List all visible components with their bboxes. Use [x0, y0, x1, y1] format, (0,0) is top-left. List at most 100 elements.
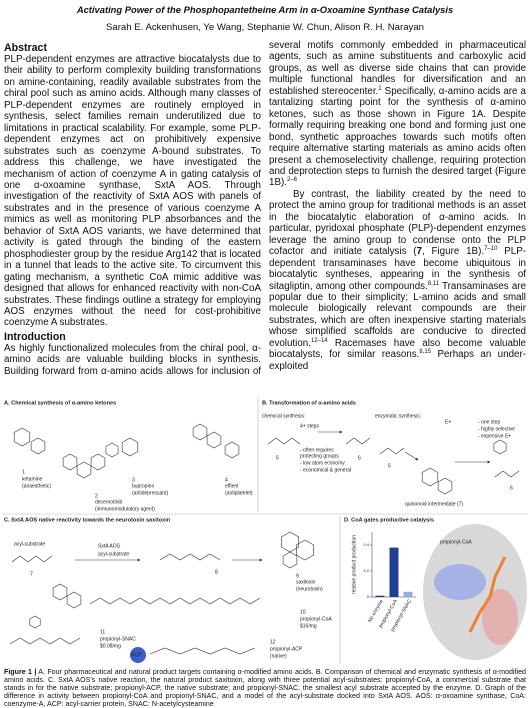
ring — [295, 539, 315, 561]
figure-label: propionyl-CoA — [440, 539, 472, 545]
ring — [52, 583, 68, 601]
figure-label: 10 — [300, 609, 306, 615]
bond — [149, 647, 256, 655]
text-run: 1 — [378, 85, 382, 92]
paragraph: As highly functionalized molecules from … — [4, 40, 526, 388]
figure-label: propionyl-SNAC — [100, 636, 136, 642]
figure-label: acyl-substrate — [14, 541, 45, 547]
figure-label: $0.08/mg — [100, 643, 121, 649]
bond — [494, 470, 520, 478]
ring — [437, 477, 453, 495]
bar — [375, 595, 385, 597]
text-run: 2–6 — [286, 177, 297, 184]
text-run: As highly functionalized molecules from … — [4, 40, 526, 377]
figure-label: $16/mg — [300, 623, 317, 629]
text-run: Figure 1 | — [4, 668, 37, 676]
protein-helix — [482, 589, 518, 645]
figure-label: (immunomodulatory agent) — [95, 506, 155, 512]
text-run: By contrast, the liability created by th… — [269, 188, 526, 258]
ring — [282, 551, 298, 569]
text-run: 8,15 — [419, 349, 432, 356]
y-tick-label: 0.4 — [363, 542, 369, 547]
figure-caption: Figure 1 | A. Four pharmaceutical and na… — [4, 668, 526, 708]
ring — [224, 441, 240, 459]
figure-label: 6 — [358, 455, 361, 461]
bond — [345, 437, 371, 445]
bar — [389, 547, 399, 597]
figure-label: ACP — [131, 652, 142, 658]
authors: Sarah E. Ackenhusen, Ye Wang, Stephanie … — [105, 22, 425, 33]
panel-title: B. Transformation of α-amino acids — [262, 400, 356, 406]
figure-label: - expensive E+ — [478, 433, 511, 439]
acp-circle — [130, 647, 146, 663]
protein-helix — [434, 564, 486, 600]
ring — [66, 591, 82, 609]
figure-label: 9 — [296, 573, 299, 579]
section-heading: Abstract — [4, 42, 47, 54]
figure-label: acyl-substrate — [98, 551, 129, 557]
paper-title: Activating Power of the Phosphopantethei… — [76, 4, 454, 15]
figure-label: - highly selective — [478, 426, 515, 432]
ring — [206, 431, 222, 449]
ring — [421, 467, 439, 487]
text-run: Transaminases are popular due to their s… — [269, 280, 526, 349]
figure-label: (native) — [270, 653, 287, 659]
figure-label: bupropion — [132, 483, 154, 489]
bond — [267, 437, 301, 445]
figure-label: 2 — [95, 493, 98, 499]
figure-label: 1 — [22, 469, 25, 475]
bond — [9, 637, 81, 645]
ring — [121, 437, 139, 457]
figure-label: 8 — [215, 569, 218, 575]
figure-label: ketamine — [22, 476, 43, 482]
figure-label: 5 — [276, 455, 279, 461]
figure-label: chemical synthesis: — [262, 413, 305, 419]
body-text: Abstract PLP-dependent enzymes are attrac… — [4, 40, 526, 388]
figure-label: (antiplatelet) — [225, 490, 253, 496]
figure-label: - economical & general — [300, 467, 351, 473]
bar — [403, 591, 413, 597]
ligand — [468, 556, 507, 633]
figure-label: saxitoxin — [296, 579, 316, 585]
figure-label: decernotinib — [95, 499, 122, 505]
figure-label: propionyl-ACP — [270, 646, 303, 652]
figure-label: 5 — [388, 463, 391, 469]
figure-label: 3 — [132, 477, 135, 483]
section-heading: Introduction — [4, 330, 66, 343]
figure-label: - one step — [478, 419, 500, 425]
figure-label: - low atom economy — [300, 460, 345, 466]
structures — [9, 423, 527, 663]
figure-label: 12 — [270, 639, 276, 645]
figure-label: (antidepressant) — [132, 490, 168, 496]
figure-label: (neurotoxin) — [296, 586, 323, 592]
ring — [29, 615, 41, 629]
ring — [192, 423, 208, 441]
figure-label: 4+ steps — [300, 423, 320, 429]
y-tick-label: 0 — [367, 594, 370, 599]
text-run: PLP-dependent transaminases have become … — [269, 246, 526, 292]
figure-label: E+ — [445, 419, 451, 425]
paragraph: By contrast, the liability created by th… — [269, 189, 526, 372]
bond — [159, 553, 221, 561]
ring — [76, 461, 92, 479]
ring — [493, 439, 507, 455]
ring — [30, 437, 46, 455]
figure-label: 6 — [510, 485, 513, 491]
text-run: Specifically, α-amino acids are a tantal… — [269, 85, 526, 189]
text-run: A. Four pharmaceutical and natural produ… — [4, 668, 526, 708]
text-run: 12–14 — [310, 337, 328, 344]
text-run: Racemases have also become valuable bioc… — [269, 337, 526, 361]
ring — [105, 442, 119, 458]
ring — [13, 427, 31, 447]
text-run: Perhaps an under-exploited — [269, 349, 526, 372]
figure-label: 7 — [30, 571, 33, 577]
bond — [11, 555, 53, 563]
bond — [89, 597, 261, 605]
panel-title: D. CoA gates productive catalysis — [344, 517, 434, 523]
text-run: 7 — [416, 246, 422, 258]
figure-label: propionyl-CoA — [300, 616, 332, 622]
figure-label: protecting groups — [300, 453, 339, 459]
figure: A. Chemical synthesis of α-amino ketones… — [2, 397, 528, 664]
text-run: PLP-dependent enzymes are attractive bio… — [4, 54, 261, 329]
